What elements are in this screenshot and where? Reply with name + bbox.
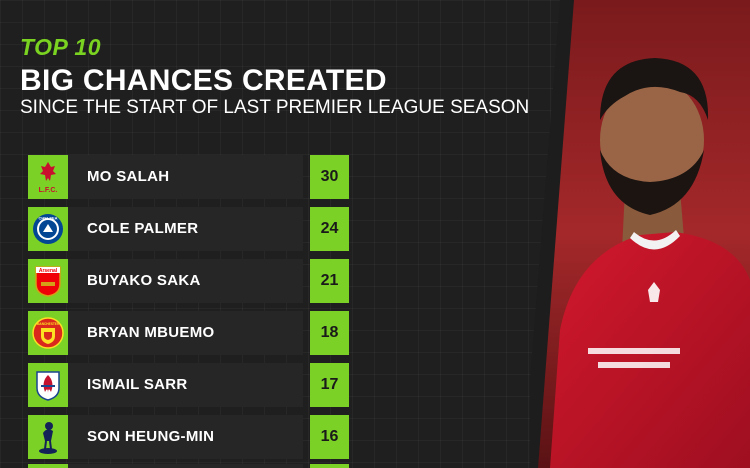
ranking-row: SON HEUNG-MIN 16 — [28, 415, 350, 459]
ranking-row: ISMAIL SARR 17 — [28, 363, 350, 407]
row-background — [28, 363, 303, 407]
chances-value: 21 — [310, 259, 349, 303]
chances-value: 16 — [310, 415, 349, 459]
svg-text:MANCHESTER: MANCHESTER — [37, 322, 60, 326]
row-background — [28, 415, 303, 459]
row-background — [28, 259, 303, 303]
chelsea-crest-icon: CHELSEA — [28, 207, 68, 251]
chances-value: 17 — [310, 363, 349, 407]
chances-value: 18 — [310, 311, 349, 355]
player-name: SON HEUNG-MIN — [87, 428, 215, 445]
top-10-badge: TOP 10 — [20, 34, 101, 60]
player-name: BRYAN MBUEMO — [87, 324, 215, 341]
player-name: COLE PALMER — [87, 220, 199, 237]
row-bar-partial — [68, 464, 303, 468]
crystal-palace-crest-icon — [28, 363, 68, 407]
ranking-row: Arsenal BUYAKO SAKA 21 — [28, 259, 350, 303]
arsenal-crest-icon: Arsenal — [28, 259, 68, 303]
ranking-row: L.F.C. MO SALAH 30 — [28, 155, 350, 199]
tottenham-crest-icon — [28, 415, 68, 459]
player-name: MO SALAH — [87, 168, 170, 185]
row-background — [28, 311, 303, 355]
page-title: BIG CHANCES CREATED — [20, 64, 387, 97]
manchester-united-crest-icon: MANCHESTER — [28, 311, 68, 355]
svg-text:CHELSEA: CHELSEA — [38, 216, 57, 221]
svg-text:Arsenal: Arsenal — [39, 268, 58, 274]
player-name: BUYAKO SAKA — [87, 272, 201, 289]
chances-value: 24 — [310, 207, 349, 251]
liverpool-crest-icon: L.F.C. — [28, 155, 68, 199]
ranking-row: MANCHESTER BRYAN MBUEMO 18 — [28, 311, 350, 355]
player-name: ISMAIL SARR — [87, 376, 188, 393]
row-logo-partial — [28, 464, 68, 468]
page-subtitle: SINCE THE START OF LAST PREMIER LEAGUE S… — [20, 97, 530, 118]
row-background — [28, 155, 303, 199]
player-photo — [530, 0, 750, 468]
ranking-row: CHELSEA COLE PALMER 24 — [28, 207, 350, 251]
row-background — [28, 207, 303, 251]
svg-text:L.F.C.: L.F.C. — [39, 187, 58, 194]
row-value-partial — [310, 464, 349, 468]
next-row-partial — [28, 464, 350, 468]
chances-value: 30 — [310, 155, 349, 199]
